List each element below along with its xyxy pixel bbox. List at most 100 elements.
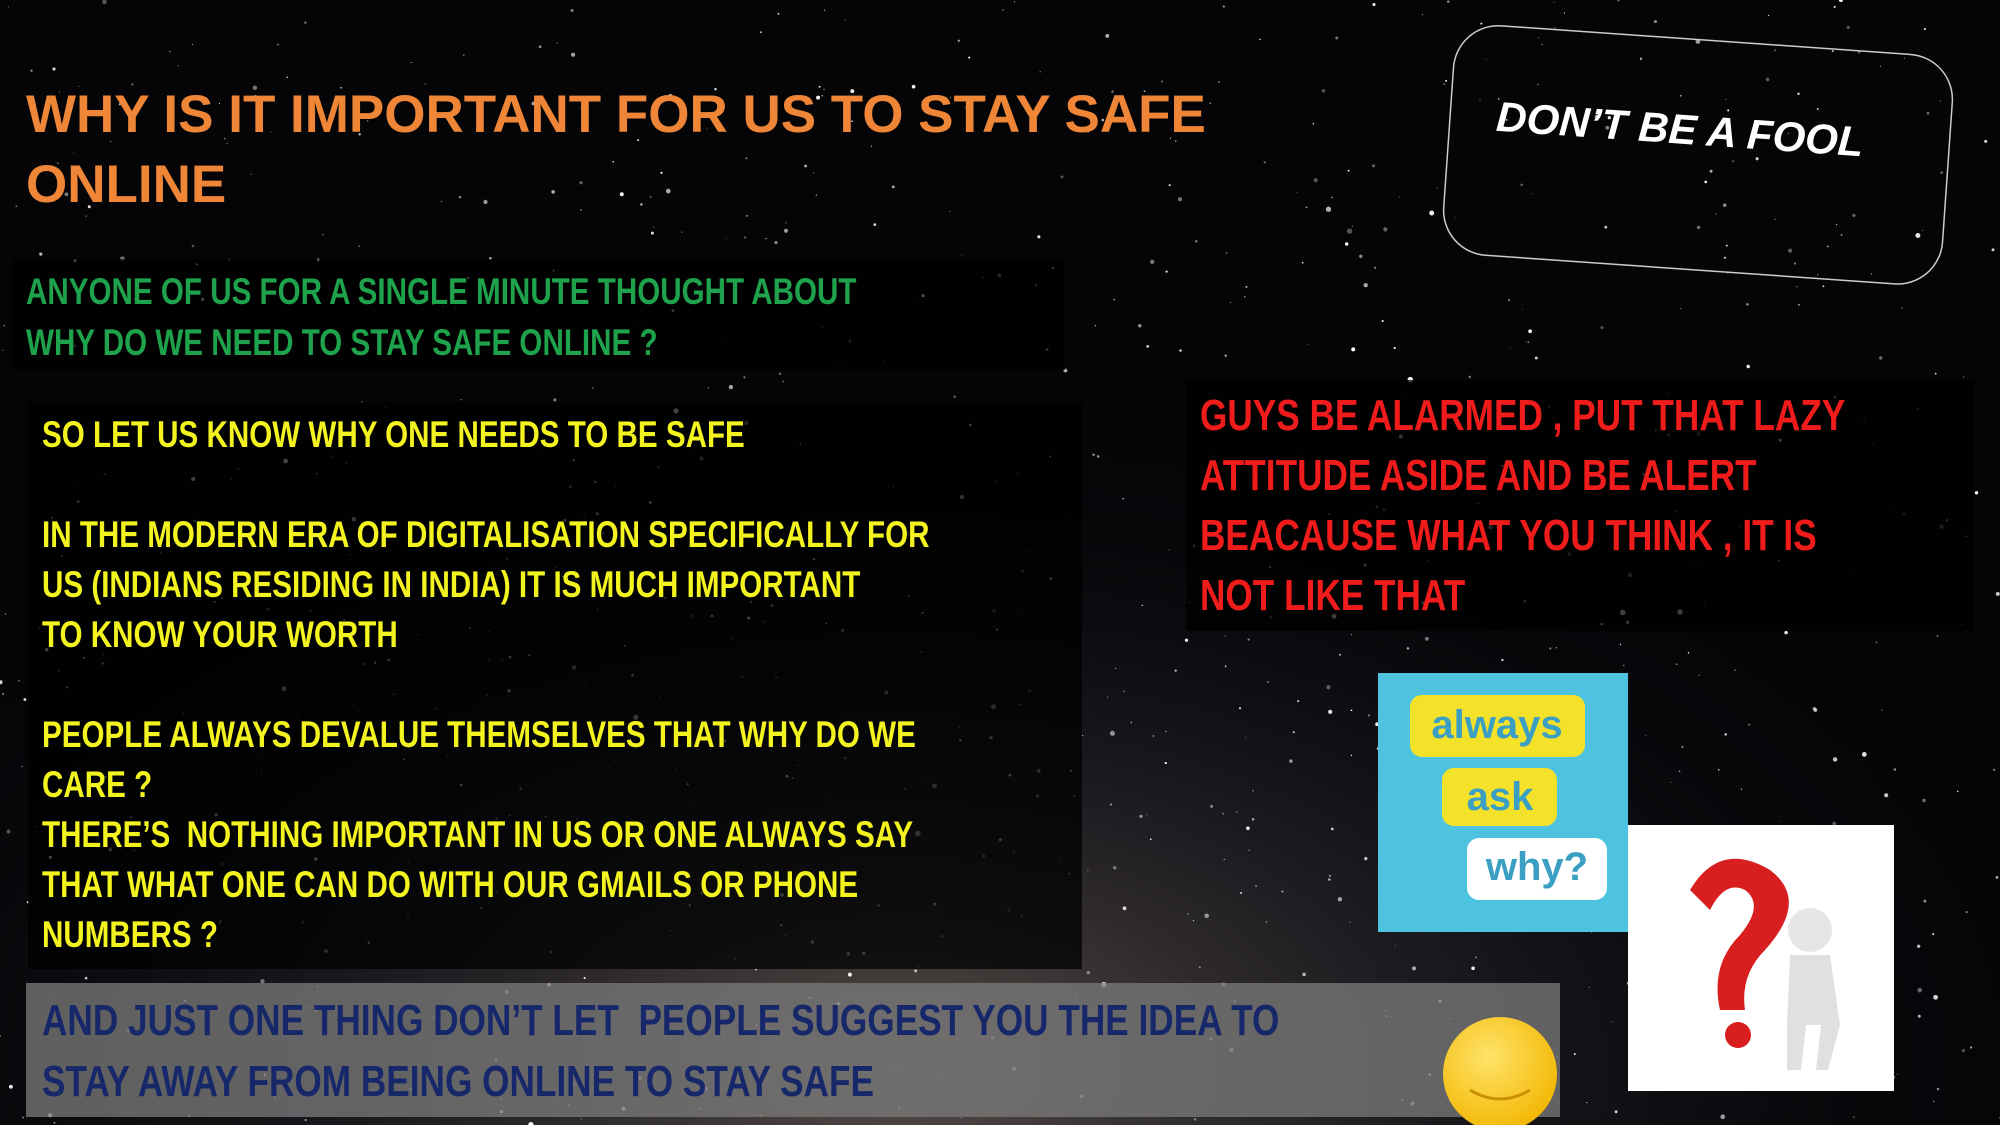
star bbox=[4, 613, 7, 615]
body-line: PEOPLE ALWAYS DEVALUE THEMSELVES THAT WH… bbox=[42, 714, 916, 755]
star bbox=[1471, 966, 1475, 971]
question-dot bbox=[1725, 1022, 1751, 1048]
star bbox=[1617, 0, 1620, 2]
star bbox=[1002, 9, 1004, 11]
star bbox=[1974, 491, 1979, 495]
star bbox=[1106, 696, 1108, 698]
star bbox=[1326, 685, 1331, 690]
body-line: NUMBERS ? bbox=[42, 914, 218, 955]
star bbox=[1394, 945, 1396, 947]
star bbox=[253, 95, 257, 98]
star bbox=[1222, 5, 1225, 8]
star bbox=[589, 97, 591, 99]
star bbox=[804, 164, 808, 168]
star bbox=[1393, 346, 1396, 350]
star bbox=[1969, 1046, 1973, 1049]
star bbox=[0, 680, 3, 685]
star bbox=[649, 195, 652, 198]
star bbox=[1383, 227, 1388, 232]
star bbox=[847, 972, 852, 977]
star bbox=[1246, 826, 1250, 831]
star bbox=[914, 969, 918, 973]
star bbox=[1122, 690, 1125, 693]
star bbox=[774, 241, 778, 245]
star bbox=[1549, 647, 1552, 650]
question-mark bbox=[1690, 858, 1789, 1010]
star bbox=[1122, 906, 1127, 911]
star bbox=[1940, 171, 1943, 174]
star bbox=[1281, 890, 1284, 893]
star bbox=[1292, 731, 1295, 734]
star bbox=[706, 127, 708, 129]
star bbox=[1695, 39, 1701, 44]
star bbox=[1485, 58, 1487, 60]
star bbox=[1161, 80, 1163, 83]
star bbox=[745, 214, 748, 217]
star bbox=[131, 83, 134, 86]
star bbox=[1187, 913, 1189, 915]
note-line: STAY AWAY FROM BEING ONLINE TO STAY SAFE bbox=[42, 1057, 874, 1106]
star bbox=[1146, 345, 1150, 348]
star bbox=[1600, 326, 1604, 330]
star bbox=[1831, 50, 1834, 53]
star bbox=[681, 231, 683, 233]
star bbox=[1406, 647, 1410, 650]
star bbox=[169, 50, 171, 53]
star bbox=[1551, 106, 1556, 111]
star bbox=[1328, 709, 1333, 715]
star bbox=[224, 138, 226, 140]
star bbox=[1725, 244, 1728, 247]
star bbox=[1563, 12, 1566, 14]
star bbox=[891, 185, 895, 189]
star bbox=[1109, 803, 1113, 806]
star bbox=[1150, 259, 1155, 264]
star bbox=[650, 231, 654, 235]
star bbox=[1429, 210, 1435, 216]
star bbox=[1263, 161, 1266, 164]
body: SO LET US KNOW WHY ONE NEEDS TO BE SAFE I… bbox=[42, 410, 929, 1010]
star bbox=[1164, 761, 1167, 765]
star bbox=[1932, 933, 1935, 936]
star bbox=[1846, 25, 1850, 29]
star bbox=[440, 200, 443, 203]
star bbox=[1991, 248, 1995, 252]
star bbox=[553, 398, 557, 402]
star bbox=[1468, 375, 1472, 379]
bubble-text: always bbox=[1431, 703, 1562, 747]
star bbox=[816, 95, 821, 100]
star bbox=[84, 976, 88, 980]
star bbox=[1, 349, 4, 352]
star bbox=[1152, 735, 1155, 737]
star bbox=[591, 386, 594, 389]
star bbox=[1530, 193, 1533, 195]
star bbox=[1670, 781, 1672, 783]
star bbox=[1259, 38, 1261, 41]
star bbox=[1165, 270, 1168, 273]
star bbox=[619, 192, 624, 197]
star bbox=[1984, 139, 1988, 143]
star bbox=[1141, 604, 1143, 607]
star bbox=[1527, 341, 1530, 344]
star bbox=[0, 1035, 1, 1037]
star bbox=[1879, 356, 1883, 360]
star bbox=[1788, 132, 1790, 134]
star bbox=[1696, 225, 1701, 230]
star bbox=[765, 237, 767, 240]
star bbox=[759, 31, 762, 34]
star bbox=[1505, 119, 1508, 121]
star bbox=[185, 129, 187, 131]
star bbox=[3, 325, 5, 327]
star bbox=[1265, 921, 1268, 923]
star bbox=[1623, 664, 1625, 667]
title-line: WHY IS IT IMPORTANT FOR US TO STAY SAFE bbox=[26, 85, 1206, 144]
star bbox=[1870, 273, 1872, 275]
badge-frame bbox=[1442, 24, 1954, 285]
star bbox=[1113, 866, 1117, 870]
star bbox=[665, 188, 671, 194]
title-line: ONLINE bbox=[26, 155, 227, 214]
body-line: IN THE MODERN ERA OF DIGITALISATION SPEC… bbox=[42, 514, 930, 555]
star bbox=[1784, 630, 1788, 635]
star bbox=[707, 386, 710, 389]
star bbox=[1639, 57, 1643, 60]
